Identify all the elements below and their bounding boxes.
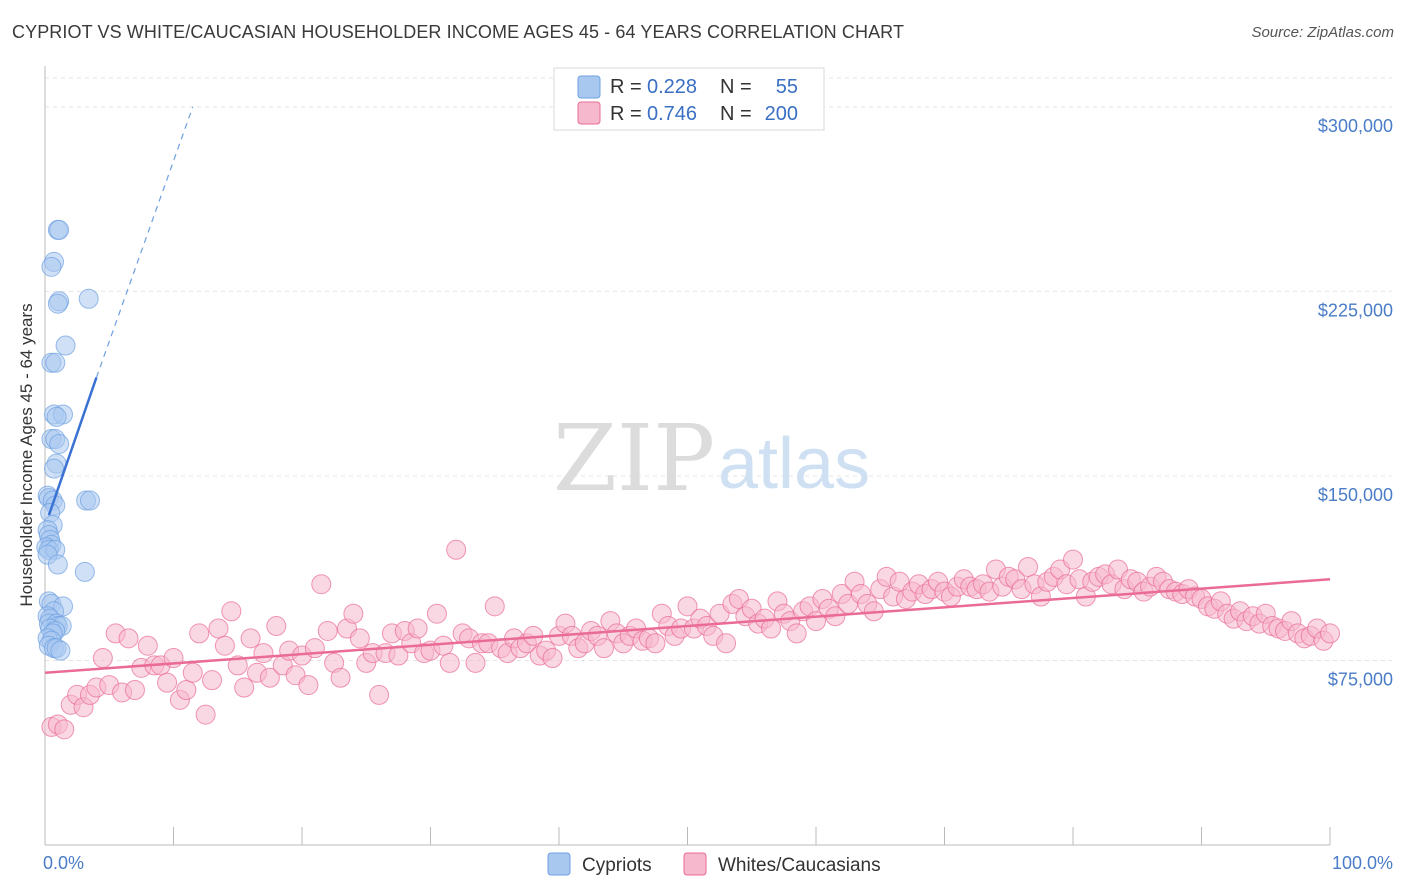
- legend-n-label: N =: [720, 76, 752, 98]
- white-point: [761, 618, 782, 639]
- white-point: [343, 603, 364, 624]
- white-point: [433, 635, 454, 656]
- white-point: [227, 655, 248, 676]
- cypriot-point: [46, 406, 67, 427]
- white-point: [118, 628, 139, 649]
- bottom-legend: Cypriots Whites/Caucasians: [547, 852, 881, 876]
- x-tick-label: 100.0%: [1332, 853, 1393, 873]
- white-point: [542, 648, 563, 669]
- cypriot-trend-line: [47, 377, 98, 516]
- cypriot-point: [45, 352, 66, 373]
- chart-title: CYPRIOT VS WHITE/CAUCASIAN HOUSEHOLDER I…: [12, 22, 905, 42]
- white-point: [645, 633, 666, 654]
- white-point: [716, 633, 737, 654]
- cypriot-point: [49, 433, 70, 454]
- white-point: [157, 672, 178, 693]
- white-point: [202, 670, 223, 691]
- x-axis-ticks: 0.0% 100.0%: [43, 853, 1393, 873]
- white-point: [221, 601, 242, 622]
- bottom-legend-cypriots: Cypriots: [582, 855, 652, 876]
- white-point: [259, 667, 280, 688]
- white-point: [1063, 549, 1083, 570]
- white-point: [182, 662, 203, 683]
- white-point: [234, 677, 255, 698]
- white-point: [484, 596, 505, 617]
- cypriot-point: [74, 561, 95, 582]
- white-point: [330, 667, 351, 688]
- white-point: [208, 618, 229, 639]
- white-point: [253, 643, 274, 664]
- y-tick-label: $150,000: [1318, 485, 1393, 505]
- cypriot-point: [47, 293, 68, 314]
- gridlines: [45, 77, 1392, 661]
- white-point: [1018, 556, 1039, 577]
- white-point: [176, 680, 197, 700]
- legend-n-label: N =: [720, 103, 752, 125]
- y-tick-label: $75,000: [1328, 669, 1393, 689]
- white-point: [311, 574, 332, 595]
- white-point: [593, 638, 614, 659]
- y-tick-label: $225,000: [1318, 300, 1393, 320]
- cypriot-trend-extension: [95, 106, 194, 378]
- cypriot-point: [41, 256, 62, 277]
- bottom-legend-swatch-whites: [683, 852, 707, 876]
- legend-n-value-whites: 200: [765, 103, 798, 125]
- white-point: [446, 539, 467, 560]
- white-point: [465, 652, 486, 673]
- white-point: [786, 623, 807, 644]
- cypriot-point: [49, 219, 70, 240]
- legend-r-value-whites: 0.746: [647, 103, 697, 125]
- legend-r-label: R =: [610, 103, 642, 125]
- axes: [44, 66, 1331, 846]
- y-axis-ticks: $75,000 $150,000 $225,000 $300,000: [1318, 116, 1393, 690]
- series-whites-caucasians: [41, 539, 1340, 740]
- white-point: [407, 618, 428, 639]
- white-point: [189, 623, 210, 644]
- x-tick-label: 0.0%: [43, 853, 84, 873]
- cypriot-point: [55, 335, 76, 356]
- white-point: [298, 675, 319, 696]
- bottom-legend-swatch-cypriots: [547, 852, 571, 876]
- cypriot-point: [50, 640, 71, 661]
- white-point: [92, 648, 113, 669]
- white-point: [266, 616, 287, 637]
- white-point: [317, 620, 338, 641]
- white-point: [124, 680, 145, 700]
- legend-n-value-cypriots: 55: [776, 76, 798, 98]
- bottom-legend-whites: Whites/Caucasians: [718, 855, 881, 876]
- white-point: [240, 628, 261, 649]
- legend-swatch-cypriots: [577, 75, 601, 99]
- cypriot-point: [79, 490, 100, 511]
- source-credit: Source: ZipAtlas.com: [1251, 24, 1394, 41]
- legend-r-label: R =: [610, 76, 642, 98]
- y-tick-label: $300,000: [1318, 116, 1393, 136]
- white-point: [1320, 623, 1340, 644]
- white-point: [137, 635, 158, 656]
- white-point: [439, 652, 460, 673]
- legend-r-value-cypriots: 0.228: [647, 76, 697, 98]
- white-point: [349, 628, 370, 649]
- cypriot-point: [43, 458, 64, 479]
- white-point: [214, 635, 235, 656]
- white-point: [195, 704, 216, 725]
- white-trend-line: [44, 578, 1331, 675]
- white-point: [369, 684, 390, 705]
- series-cypriots: [36, 219, 100, 661]
- trend-lines: [44, 106, 1331, 675]
- watermark: ZIP atlas: [553, 405, 870, 512]
- legend-box: R = 0.228 N = 55 R = 0.746 N = 200: [553, 67, 825, 131]
- watermark-zip: ZIP: [553, 405, 715, 512]
- cypriot-point: [47, 554, 68, 575]
- white-point: [677, 596, 698, 617]
- white-point: [54, 719, 75, 740]
- white-point: [426, 603, 447, 624]
- y-axis-label: Householder Income Ages 45 - 64 years: [17, 303, 36, 606]
- legend-swatch-whites: [577, 101, 601, 125]
- watermark-atlas: atlas: [718, 424, 870, 504]
- cypriot-point: [78, 288, 99, 309]
